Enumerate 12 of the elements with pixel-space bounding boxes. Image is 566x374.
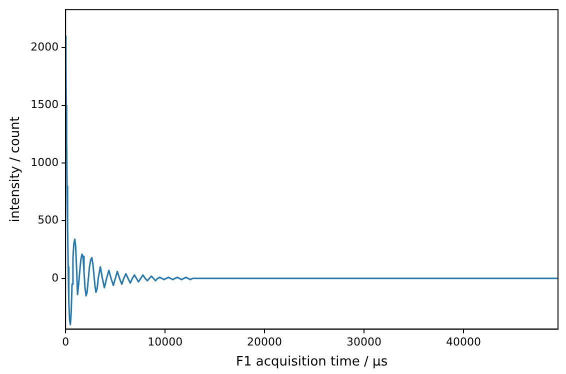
- y-tick-label: 1000: [30, 156, 59, 169]
- y-tick-label: 1500: [30, 98, 59, 112]
- x-tick-label: 40000: [446, 336, 481, 349]
- y-axis-title: intensity / count: [8, 116, 24, 222]
- x-tick-label: 20000: [247, 336, 282, 349]
- x-axis-title: F1 acquisition time / µs: [236, 354, 388, 370]
- x-tick-label: 30000: [346, 336, 382, 349]
- x-tick-label: 10000: [148, 336, 183, 349]
- y-tick-label: 0: [52, 271, 59, 284]
- x-tick-label: 0: [62, 336, 70, 349]
- y-tick-label: 500: [38, 214, 59, 227]
- y-tick-label: 2000: [30, 40, 59, 54]
